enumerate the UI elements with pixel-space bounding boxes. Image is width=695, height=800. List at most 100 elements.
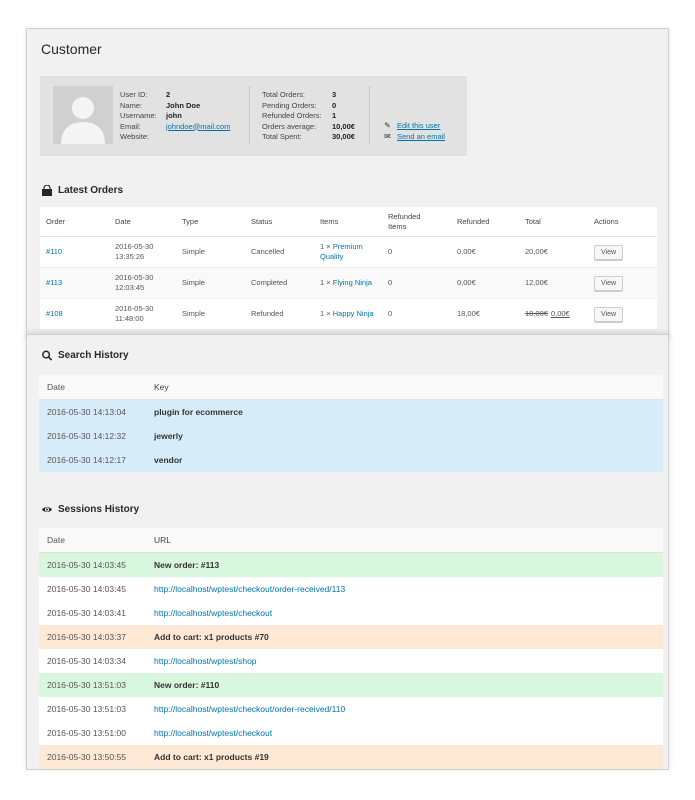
list-item: 2016-05-30 14:03:45 http://localhost/wpt… (39, 577, 663, 601)
view-order-button[interactable]: View (594, 306, 624, 322)
table-row: #110 2016-05-30 13:35:26 Simple Cancelled… (40, 237, 657, 268)
order-total-old: 18,00€ (525, 309, 548, 318)
search-key: plugin for ecommerce (154, 407, 243, 417)
refunded-orders-label: Refunded Orders: (262, 111, 322, 120)
item-link[interactable]: Flying Ninja (332, 278, 372, 287)
name-label: Name: (120, 100, 143, 110)
table-row: #108 2016-05-30 11:48:00 Simple Refunded … (40, 299, 657, 330)
search-history-table: Date Key 2016-05-30 14:13:04 plugin for … (39, 375, 663, 472)
send-email-action[interactable]: ✉ Send an email (383, 132, 445, 143)
order-link[interactable]: #110 (46, 247, 63, 256)
session-url-link[interactable]: http://localhost/wptest/checkout/order-r… (154, 584, 346, 594)
refunded-orders-value: 1 (332, 111, 337, 120)
latest-orders-heading: Latest Orders (41, 185, 123, 196)
order-items: 1 × Premium Quality (320, 237, 382, 267)
order-refunded-items: 0 (388, 278, 393, 287)
order-type: Simple (182, 309, 205, 318)
session-date: 2016-05-30 13:51:03 (47, 680, 126, 690)
order-date-day: 2016-05-30 (115, 242, 154, 251)
send-email-link[interactable]: Send an email (397, 131, 445, 141)
orders-average-label: Orders average: (262, 121, 317, 131)
sessions-history-header: Date URL (39, 528, 663, 553)
username-label: Username: (120, 111, 157, 120)
stat-row: Total Spent: 30,00€ (262, 132, 372, 143)
username-value: john (166, 111, 182, 120)
avatar (53, 86, 113, 144)
pencil-icon: ✎ (384, 121, 391, 130)
order-refunded-items: 0 (388, 309, 393, 318)
col-refunded: Refunded (457, 216, 490, 226)
view-order-button[interactable]: View (594, 275, 624, 291)
col-type: Type (182, 216, 199, 226)
session-date: 2016-05-30 13:51:03 (47, 704, 126, 714)
customer-actions: ✎ Edit this user ✉ Send an email (383, 121, 445, 142)
customer-details: User ID: 2 Name: John Doe Username: john Em… (120, 90, 240, 143)
order-date: 2016-05-30 12:03:45 (115, 268, 153, 298)
order-date-time: 12:03:45 (115, 283, 145, 292)
session-event: New order: #113 (154, 560, 220, 570)
session-event: Add to cart: x1 products #70 (154, 632, 269, 642)
order-type: Simple (182, 247, 205, 256)
sessions-history-title: Sessions History (58, 504, 140, 515)
list-item: 2016-05-30 14:03:41 http://localhost/wpt… (39, 601, 663, 625)
order-refunded: 0,00€ (457, 247, 476, 256)
name-row: Name: John Doe (120, 101, 240, 112)
history-panel: Search History Date Key 2016-05-30 14:13… (26, 334, 669, 770)
shopping-bag-icon (42, 185, 52, 196)
session-url-link[interactable]: http://localhost/wptest/shop (154, 656, 257, 666)
session-url-link[interactable]: http://localhost/wptest/checkout (154, 608, 273, 618)
order-date-time: 13:35:26 (115, 252, 145, 261)
user-id-label: User ID: (120, 90, 148, 99)
search-date: 2016-05-30 14:12:32 (47, 431, 126, 441)
sessions-history-table: Date URL 2016-05-30 14:03:45 New order: … (39, 528, 663, 769)
session-date: 2016-05-30 14:03:37 (47, 632, 126, 642)
website-row: Website: (120, 132, 240, 143)
user-id-value: 2 (166, 90, 171, 99)
stat-row: Refunded Orders: 1 (262, 111, 372, 122)
order-link[interactable]: #108 (46, 309, 63, 318)
session-event: New order: #110 (154, 680, 220, 690)
search-date: 2016-05-30 14:13:04 (47, 407, 126, 417)
email-link[interactable]: johndoe@mail.com (166, 121, 231, 131)
user-id-row: User ID: 2 (120, 90, 240, 101)
list-item: 2016-05-30 13:50:55 Add to cart: x1 prod… (39, 745, 663, 769)
sessions-history-heading: Sessions History (41, 504, 139, 515)
orders-average-value: 10,00€ (332, 121, 355, 131)
order-date: 2016-05-30 13:35:26 (115, 237, 153, 267)
stat-row: Pending Orders: 0 (262, 101, 372, 112)
search-history-title: Search History (58, 350, 129, 361)
item-link[interactable]: Premium Quality (320, 242, 363, 261)
order-link[interactable]: #113 (46, 278, 63, 287)
total-orders-label: Total Orders: (262, 90, 305, 99)
col-key: Key (154, 382, 169, 392)
edit-user-link[interactable]: Edit this user (397, 121, 441, 130)
list-item: 2016-05-30 14:13:04 plugin for ecommerce (39, 400, 663, 424)
item-qty: 1 × (320, 242, 331, 251)
order-status: Cancelled (251, 247, 285, 256)
divider (369, 86, 370, 144)
user-silhouette-icon (53, 86, 113, 144)
col-status: Status (251, 216, 273, 226)
search-history-heading: Search History (41, 350, 129, 361)
edit-user-action[interactable]: ✎ Edit this user (383, 121, 445, 132)
order-total: 12,00€ (525, 278, 548, 287)
email-row: Email: johndoe@mail.com (120, 122, 240, 133)
view-order-button[interactable]: View (594, 244, 624, 260)
table-row: #113 2016-05-30 12:03:45 Simple Completed… (40, 268, 657, 299)
divider (249, 86, 250, 144)
session-url-link[interactable]: http://localhost/wptest/checkout/order-r… (154, 704, 346, 714)
session-url-link[interactable]: http://localhost/wptest/checkout (154, 728, 273, 738)
item-link[interactable]: Happy Ninja (332, 309, 374, 318)
order-date-time: 11:48:00 (115, 314, 144, 323)
stat-row: Orders average: 10,00€ (262, 122, 372, 133)
list-item: 2016-05-30 14:03:34 http://localhost/wpt… (39, 649, 663, 673)
order-refunded-items: 0 (388, 247, 393, 256)
col-order: Order (46, 216, 66, 226)
orders-table-header: Order Date Type Status Items Refunded It… (40, 207, 657, 237)
order-items: 1 × Happy Ninja (320, 299, 386, 329)
list-item: 2016-05-30 14:03:37 Add to cart: x1 prod… (39, 625, 663, 649)
customer-panel: Customer User ID: 2 Name: John Doe Usernam… (26, 28, 669, 338)
total-spent-value: 30,00€ (332, 132, 355, 141)
pending-orders-value: 0 (332, 100, 337, 110)
name-value: John Doe (166, 100, 201, 110)
